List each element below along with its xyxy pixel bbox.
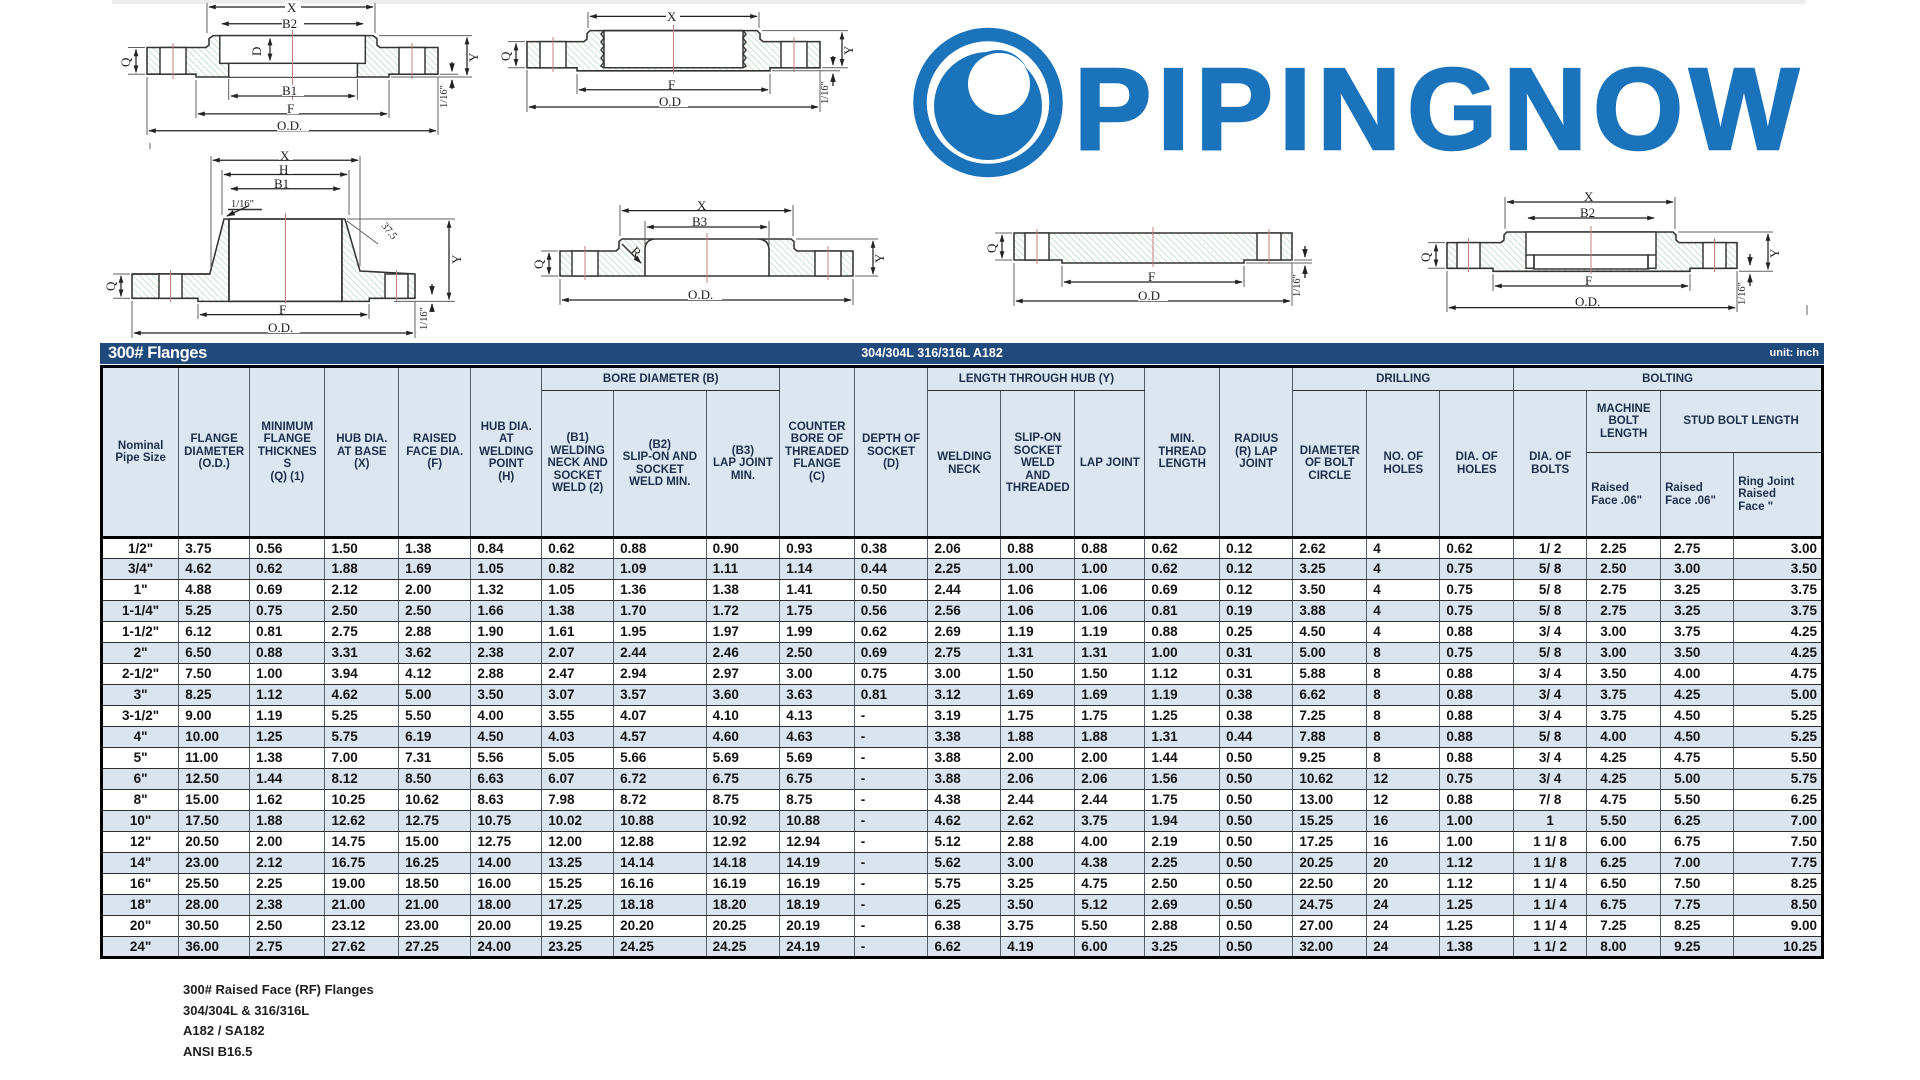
svg-text:1/16": 1/16": [439, 85, 450, 108]
svg-text:F: F: [1585, 273, 1592, 288]
svg-text:X: X: [667, 9, 677, 24]
svg-text:1/16": 1/16": [419, 307, 430, 330]
svg-text:1/16": 1/16": [1292, 274, 1303, 297]
svg-text:F: F: [287, 101, 294, 116]
svg-text:Q: Q: [118, 57, 133, 67]
svg-text:Y: Y: [449, 254, 464, 264]
svg-text:B3: B3: [692, 214, 707, 229]
svg-text:X: X: [1584, 189, 1594, 204]
svg-text:O.D.: O.D.: [688, 287, 713, 302]
svg-text:1/16": 1/16": [820, 81, 831, 104]
svg-text:Q: Q: [984, 243, 999, 253]
svg-text:1/16": 1/16": [1737, 282, 1748, 305]
svg-text:X: X: [697, 198, 707, 213]
svg-text:Y: Y: [841, 45, 856, 55]
svg-text:Q: Q: [1418, 252, 1433, 262]
svg-text:1/16": 1/16": [231, 199, 254, 210]
svg-text:B1: B1: [274, 176, 289, 191]
svg-text:O.D.: O.D.: [1575, 294, 1600, 309]
svg-text:B2: B2: [1580, 205, 1595, 220]
svg-text:F: F: [279, 302, 286, 317]
svg-text:Q: Q: [103, 281, 118, 291]
svg-text:B2: B2: [282, 16, 297, 31]
svg-text:B1: B1: [282, 83, 297, 98]
svg-text:X: X: [287, 0, 297, 15]
svg-text:O.D: O.D: [659, 94, 681, 109]
svg-text:F: F: [1148, 269, 1155, 284]
svg-text:F: F: [668, 77, 675, 92]
svg-text:Y: Y: [1767, 248, 1782, 258]
svg-text:Y: Y: [872, 253, 887, 263]
svg-text:O.D.: O.D.: [277, 118, 302, 133]
svg-text:O.D.: O.D.: [268, 320, 293, 335]
svg-text:H: H: [279, 162, 288, 177]
svg-text:Q: Q: [498, 51, 513, 61]
svg-text:Q: Q: [531, 259, 546, 269]
svg-text:37.5: 37.5: [379, 221, 399, 242]
svg-text:X: X: [280, 148, 290, 163]
svg-text:D: D: [249, 47, 264, 56]
svg-text:Y: Y: [466, 52, 481, 62]
svg-text:O.D: O.D: [1138, 288, 1160, 303]
